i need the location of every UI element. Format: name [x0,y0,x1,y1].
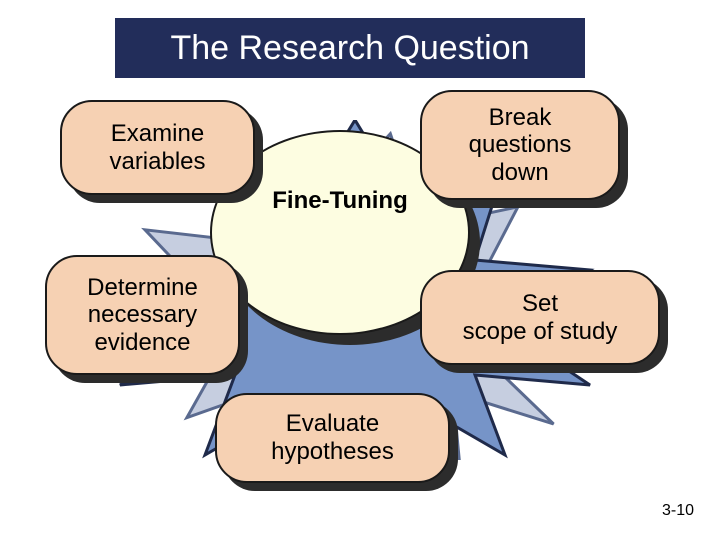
title-bar: The Research Question [115,18,585,78]
center-label: Fine-Tuning [272,187,408,215]
pill-break: Breakquestionsdown [420,90,620,200]
pill-determine: Determinenecessaryevidence [45,255,240,375]
pill-evaluate: Evaluatehypotheses [215,393,450,483]
page-title: The Research Question [170,29,529,68]
page-number: 3-10 [662,502,694,520]
pill-examine: Examinevariables [60,100,255,195]
pill-break-label: Breakquestionsdown [469,104,572,187]
pill-examine-label: Examinevariables [109,120,205,175]
pill-determine-label: Determinenecessaryevidence [87,274,198,357]
pill-scope: Setscope of study [420,270,660,365]
pill-evaluate-label: Evaluatehypotheses [271,410,394,465]
pill-scope-label: Setscope of study [463,290,618,345]
